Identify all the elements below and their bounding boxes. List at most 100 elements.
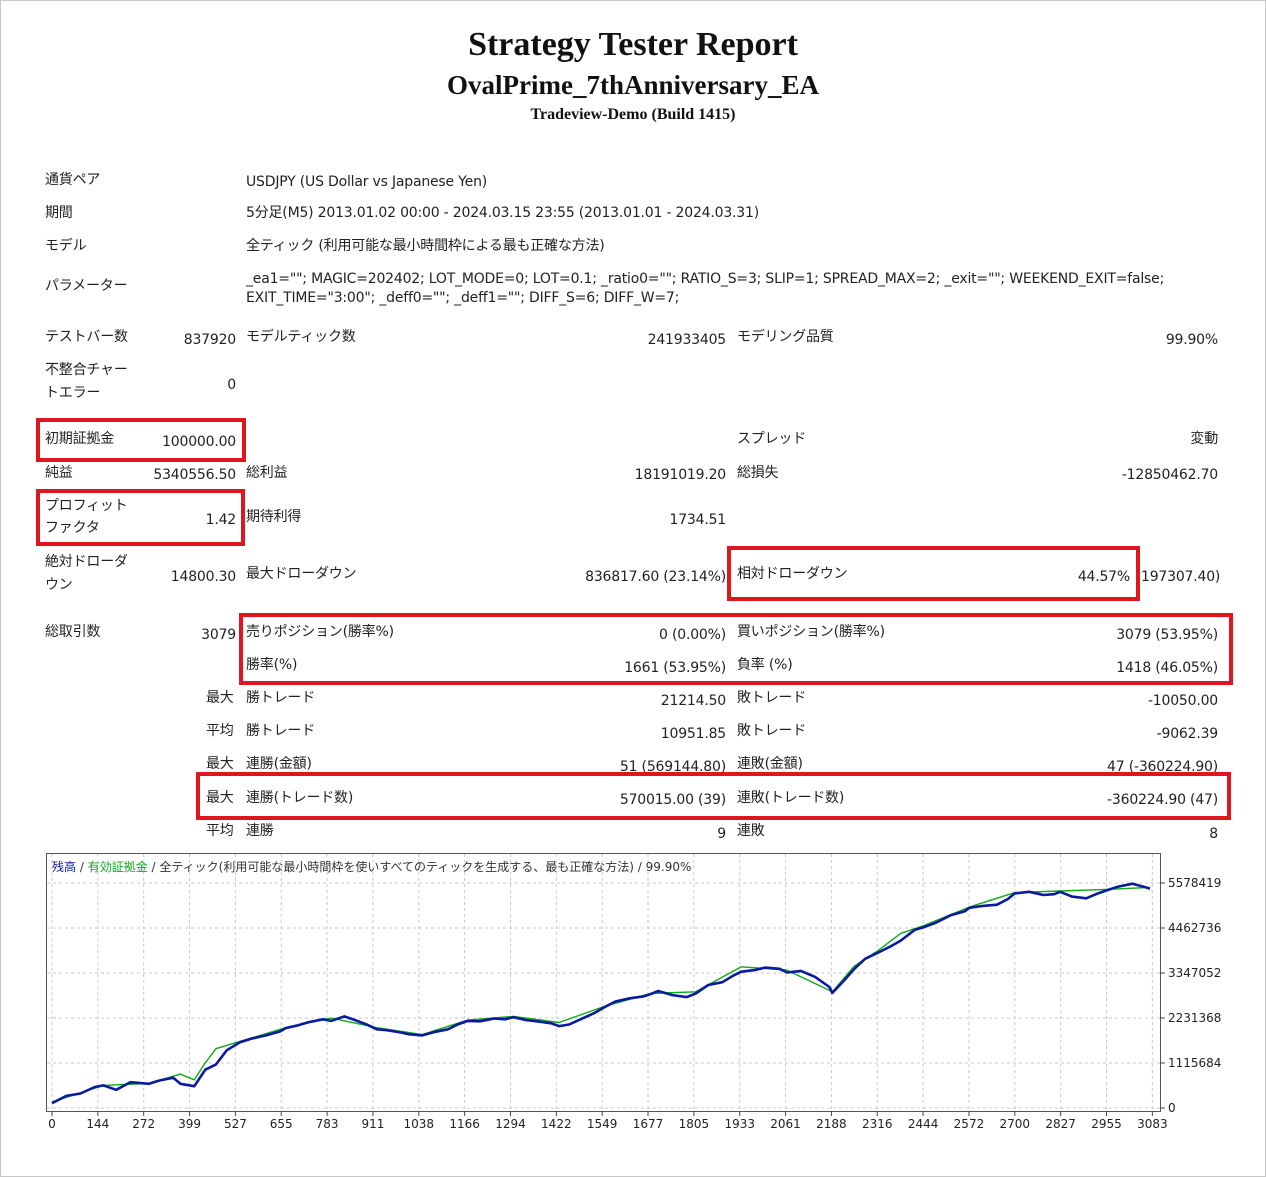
x-tick-label: 1294 (495, 1117, 526, 1131)
bars-value: 837920 (183, 332, 236, 348)
lossrate-label: 負率 (%) (737, 657, 793, 673)
gross-loss-value: -12850462.70 (1121, 467, 1218, 483)
x-tick-label: 1549 (587, 1117, 618, 1131)
x-tick-label: 144 (86, 1117, 109, 1131)
avg-cons-win-label: 連勝 (246, 823, 274, 839)
avg-cons-word: 平均 (206, 823, 234, 839)
abs-dd-value: 14800.30 (170, 569, 236, 585)
x-tick-label: 2827 (1045, 1117, 1076, 1131)
ea-name: OvalPrime_7thAnniversary_EA (447, 70, 819, 100)
chart-grid (47, 854, 1165, 1116)
x-tick-label: 272 (132, 1117, 155, 1131)
gross-profit-value: 18191019.20 (634, 467, 727, 483)
highlight-profit-factor (36, 489, 245, 546)
y-tick-label: 0 (1168, 1101, 1176, 1115)
spread-label: スプレッド (737, 431, 806, 447)
largest-loss-value: -10050.00 (1147, 693, 1218, 709)
trades-label: 総取引数 (45, 624, 101, 640)
legend-balance: 残高 (52, 859, 76, 874)
avg-cons-loss-label: 連敗 (737, 823, 765, 839)
pf-label-2: ファクタ (45, 520, 100, 536)
spread-value: 変動 (1190, 431, 1218, 447)
expected-label: 期待利得 (246, 509, 302, 525)
deposit-label: 初期証拠金 (45, 431, 114, 447)
x-tick-label: 1422 (541, 1117, 572, 1131)
avg-loss-label: 敗トレード (737, 723, 806, 739)
abs-dd-label-2: ウン (45, 577, 73, 593)
y-tick-label: 1115684 (1168, 1056, 1221, 1070)
ticks-label: モデルティック数 (246, 329, 356, 345)
x-tick-label: 2188 (816, 1117, 847, 1131)
x-axis-ticks: 0 144 272 399 527 655 783 911 1038 1166 1294 1422 15… (48, 1117, 1167, 1131)
max-cons-win-cnt-value: 570015.00 (39) (619, 792, 726, 808)
mismatch-value: 0 (227, 377, 236, 393)
x-tick-label: 2061 (770, 1117, 801, 1131)
abs-dd-label-1: 絶対ドローダ (45, 554, 128, 570)
y-axis-ticks: 0 1115684 2231368 3347052 4462736 5578419 (1168, 876, 1221, 1115)
legend-description: / 全ティック(利用可能な最小時間枠を使いすべてのティックを生成する、最も正確な… (148, 859, 692, 874)
avg-win-label: 勝トレード (246, 723, 315, 739)
highlight-relative-drawdown (727, 546, 1140, 601)
mismatch-label-2: トエラー (45, 385, 101, 401)
period-label: 期間 (45, 205, 73, 221)
x-tick-label: 0 (48, 1117, 56, 1131)
x-tick-label: 783 (316, 1117, 339, 1131)
x-tick-label: 655 (270, 1117, 293, 1131)
net-value: 5340556.50 (153, 467, 236, 483)
max-cons-loss-cnt-value: -360224.90 (47) (1107, 792, 1218, 808)
model-label: モデル (45, 238, 87, 254)
highlight-initial-deposit (36, 418, 246, 462)
lossrate-value: 1418 (46.05%) (1116, 660, 1218, 676)
x-tick-label: 2955 (1091, 1117, 1122, 1131)
model-value: 全ティック (利用可能な最小時間枠による最も正確な方法) (246, 238, 605, 254)
rel-dd-value: 44.57% (1077, 569, 1130, 585)
highlight-consecutive-trades (196, 772, 1231, 820)
x-tick-label: 2700 (1000, 1117, 1031, 1131)
winrate-value: 1661 (53.95%) (624, 660, 726, 676)
trades-value: 3079 (201, 627, 236, 643)
x-tick-label: 2572 (954, 1117, 985, 1131)
short-label: 売りポジション(勝率%) (246, 624, 394, 640)
x-tick-label: 2444 (908, 1117, 939, 1131)
winrate-label: 勝率(%) (246, 657, 298, 673)
largest-win-label: 勝トレード (246, 690, 315, 706)
chart-series (51, 882, 1151, 1105)
net-label: 純益 (45, 465, 73, 481)
max-cons-loss-amt-label: 連敗(金額) (737, 756, 803, 772)
x-tick-label: 1933 (724, 1117, 755, 1131)
params-line-1: _ea1=""; MAGIC=202402; LOT_MODE=0; LOT=0… (246, 271, 1165, 287)
symbol-label: 通貨ペア (45, 172, 101, 188)
pf-value: 1.42 (205, 512, 237, 528)
symbol-value: USDJPY (US Dollar vs Japanese Yen) (246, 174, 488, 190)
x-tick-label: 399 (178, 1117, 201, 1131)
balance-line (51, 882, 1151, 1105)
gross-loss-label: 総損失 (737, 465, 779, 481)
max-cons-loss-amt-value: 47 (-360224.90) (1107, 759, 1218, 775)
server-build: Tradeview-Demo (Build 1415) (530, 106, 736, 123)
average-word: 平均 (206, 723, 234, 739)
legend-equity: 有効証拠金 (88, 859, 148, 874)
params-label: パラメーター (45, 278, 128, 294)
y-tick-label: 4462736 (1168, 921, 1221, 935)
rel-dd-value-2: 197307.40) (1141, 569, 1221, 585)
avg-win-value: 10951.85 (660, 726, 726, 742)
expected-value: 1734.51 (669, 512, 727, 528)
largest-loss-label: 敗トレード (737, 690, 806, 706)
equity-line (51, 886, 1151, 1103)
max-dd-value: 836817.60 (23.14%) (585, 569, 726, 585)
params-line-2: EXIT_TIME="3:00"; _deff0=""; _deff1=""; … (246, 290, 680, 306)
chart-plot-frame (46, 853, 1161, 1112)
mismatch-label-1: 不整合チャー (45, 362, 128, 378)
highlight-position-winrate (239, 613, 1233, 685)
chart-legend: 残高 / 有効証拠金 / 全ティック(利用可能な最小時間枠を使いすべてのティック… (52, 859, 691, 874)
max-cons-win-cnt-label: 連勝(トレード数) (246, 790, 354, 806)
max-cons-amt-word: 最大 (206, 756, 234, 772)
max-cons-loss-cnt-label: 連敗(トレード数) (737, 790, 845, 806)
y-tick-label: 5578419 (1168, 876, 1221, 890)
x-tick-label: 1038 (404, 1117, 435, 1131)
largest-word: 最大 (206, 690, 234, 706)
max-cons-cnt-word: 最大 (206, 790, 234, 806)
max-cons-win-amt-label: 連勝(金額) (246, 756, 312, 772)
x-tick-label: 1166 (449, 1117, 480, 1131)
x-tick-label: 1677 (633, 1117, 664, 1131)
